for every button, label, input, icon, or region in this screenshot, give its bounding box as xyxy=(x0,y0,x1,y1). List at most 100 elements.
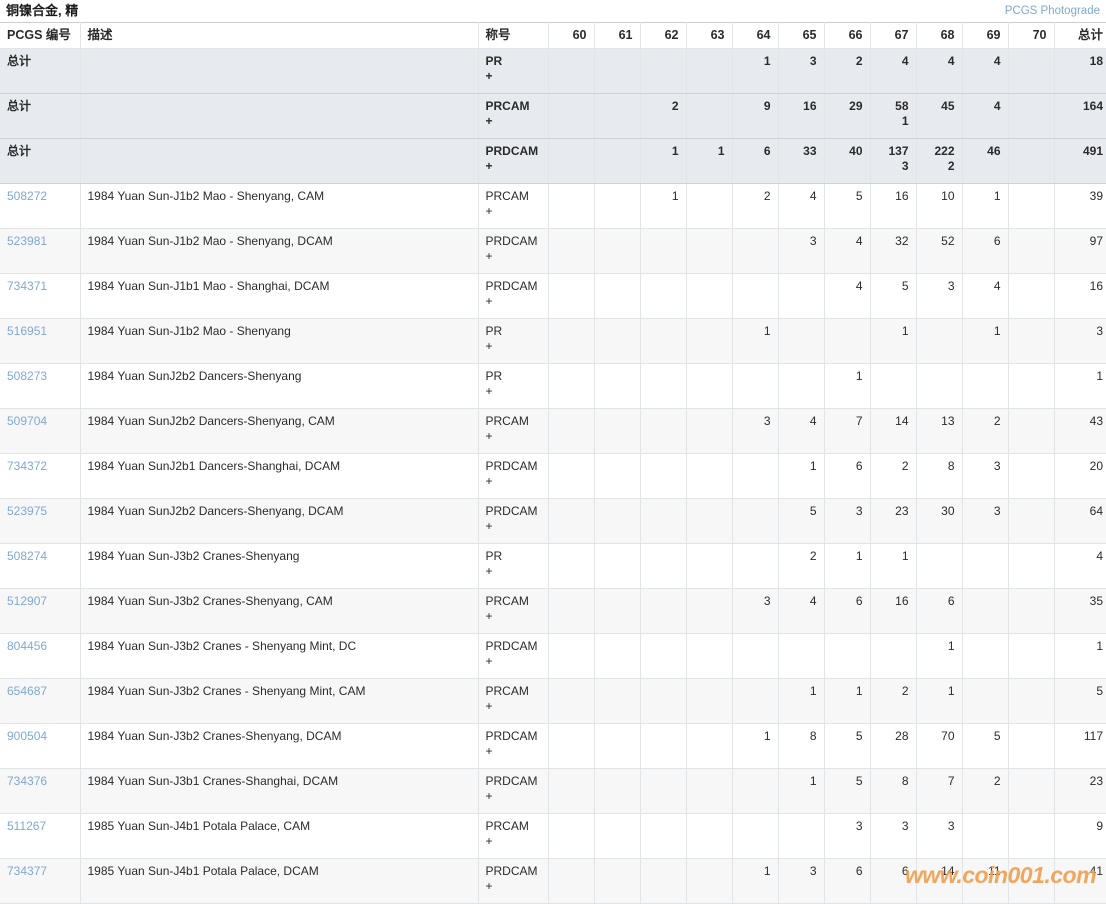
pcgs-number-link[interactable]: 508272 xyxy=(7,189,48,203)
grade-cell: 14 xyxy=(870,408,917,454)
table-row[interactable]: 511267 1985 Yuan Sun-J4b1 Potala Palace, … xyxy=(0,813,1106,859)
grade-cell xyxy=(1008,453,1055,499)
col-header-grade-66[interactable]: 66 xyxy=(824,22,871,49)
grade-cell xyxy=(686,183,733,229)
grade-plus-count: 1 xyxy=(901,114,909,128)
table-header: PCGS 编号 描述 称号 60 61 62 63 64 65 66 67 68… xyxy=(0,22,1106,49)
grade-cell xyxy=(686,408,733,454)
total-grade-cell xyxy=(548,138,595,184)
grade-cell: 1 xyxy=(778,768,825,814)
grade-cell xyxy=(594,363,641,409)
total-row-designation: PRDCAM + xyxy=(478,138,549,184)
total-grade-cell: 4 xyxy=(962,93,1009,139)
row-description: 1984 Yuan Sun-J1b1 Mao - Shanghai, DCAM xyxy=(80,273,479,319)
col-header-grade-60[interactable]: 60 xyxy=(548,22,595,49)
col-header-grade-63[interactable]: 63 xyxy=(686,22,733,49)
pcgs-number-link[interactable]: 734372 xyxy=(7,459,48,473)
row-total: 39 xyxy=(1054,183,1106,229)
row-description: 1985 Yuan Sun-J4b1 Potala Palace, DCAM xyxy=(80,858,479,904)
grade-count: 4 xyxy=(901,54,909,68)
pcgs-number-link[interactable]: 734377 xyxy=(7,864,48,878)
pcgs-number-link[interactable]: 900504 xyxy=(7,729,48,743)
grade-cell: 5 xyxy=(778,498,825,544)
row-description: 1984 Yuan SunJ2b2 Dancers-Shenyang xyxy=(80,363,479,409)
table-row[interactable]: 508274 1984 Yuan Sun-J3b2 Cranes-Shenyang… xyxy=(0,543,1106,589)
grade-cell xyxy=(640,678,687,724)
total-grade-cell: 1 xyxy=(640,138,687,184)
grade-cell: 6 xyxy=(962,228,1009,274)
designation-text: PR xyxy=(485,549,503,563)
total-grade-cell: 33 xyxy=(778,138,825,184)
pcgs-number-link[interactable]: 734376 xyxy=(7,774,48,788)
grade-cell xyxy=(548,588,595,634)
pcgs-number-link[interactable]: 523975 xyxy=(7,504,48,518)
pcgs-number-link[interactable]: 804456 xyxy=(7,639,48,653)
col-header-grade-68[interactable]: 68 xyxy=(916,22,963,49)
pcgs-number-link[interactable]: 508273 xyxy=(7,369,48,383)
col-header-description[interactable]: 描述 xyxy=(80,22,479,49)
pcgs-number-link[interactable]: 654687 xyxy=(7,684,48,698)
plus-symbol: + xyxy=(485,249,493,263)
row-total: 97 xyxy=(1054,228,1106,274)
plus-symbol: + xyxy=(485,699,493,713)
grade-cell xyxy=(824,318,871,364)
pcgs-number-link[interactable]: 509704 xyxy=(7,414,48,428)
grade-count: 45 xyxy=(941,99,955,113)
table-row[interactable]: 734377 1985 Yuan Sun-J4b1 Potala Palace, … xyxy=(0,858,1106,904)
designation-text: PRDCAM xyxy=(485,504,538,518)
grade-count: 1 xyxy=(763,54,771,68)
grade-cell: 3 xyxy=(732,588,779,634)
col-header-grade-67[interactable]: 67 xyxy=(870,22,917,49)
col-header-total[interactable]: 总计 xyxy=(1054,22,1106,49)
row-total: 43 xyxy=(1054,408,1106,454)
grade-cell xyxy=(594,228,641,274)
table-row[interactable]: 508272 1984 Yuan Sun-J1b2 Mao - Shenyang,… xyxy=(0,183,1106,229)
plus-symbol: + xyxy=(485,564,493,578)
pcgs-number-link[interactable]: 516951 xyxy=(7,324,48,338)
grade-cell xyxy=(594,498,641,544)
col-header-grade-62[interactable]: 62 xyxy=(640,22,687,49)
table-row[interactable]: 654687 1984 Yuan Sun-J3b2 Cranes - Shenya… xyxy=(0,678,1106,724)
table-row[interactable]: 516951 1984 Yuan Sun-J1b2 Mao - Shenyang P… xyxy=(0,318,1106,364)
table-row[interactable]: 508273 1984 Yuan SunJ2b2 Dancers-Shenyang… xyxy=(0,363,1106,409)
table-row[interactable]: 900504 1984 Yuan Sun-J3b2 Cranes-Shenyang… xyxy=(0,723,1106,769)
pcgs-number-link[interactable]: 734371 xyxy=(7,279,48,293)
grade-count: 4 xyxy=(947,54,955,68)
grade-cell xyxy=(778,363,825,409)
col-header-grade-69[interactable]: 69 xyxy=(962,22,1009,49)
col-header-pcgs-number[interactable]: PCGS 编号 xyxy=(0,22,81,49)
table-row[interactable]: 509704 1984 Yuan SunJ2b2 Dancers-Shenyang… xyxy=(0,408,1106,454)
pcgs-number-link[interactable]: 508274 xyxy=(7,549,48,563)
grade-cell xyxy=(962,543,1009,589)
grade-cell xyxy=(640,588,687,634)
grade-cell xyxy=(686,813,733,859)
grade-cell: 3 xyxy=(824,813,871,859)
col-header-grade-61[interactable]: 61 xyxy=(594,22,641,49)
col-header-grade-64[interactable]: 64 xyxy=(732,22,779,49)
table-row[interactable]: 804456 1984 Yuan Sun-J3b2 Cranes - Shenya… xyxy=(0,633,1106,679)
total-grade-cell: 2 xyxy=(640,93,687,139)
row-designation: PRDCAM + xyxy=(478,273,549,319)
table-row[interactable]: 734372 1984 Yuan SunJ2b1 Dancers-Shanghai… xyxy=(0,453,1106,499)
col-header-designation[interactable]: 称号 xyxy=(478,22,549,49)
grade-cell: 3 xyxy=(778,858,825,904)
total-grade-cell xyxy=(1008,93,1055,139)
table-row[interactable]: 734371 1984 Yuan Sun-J1b1 Mao - Shanghai,… xyxy=(0,273,1106,319)
grade-cell xyxy=(640,273,687,319)
pcgs-number-link[interactable]: 512907 xyxy=(7,594,48,608)
pcgs-number-link[interactable]: 511267 xyxy=(7,819,47,833)
grade-cell: 3 xyxy=(824,498,871,544)
table-row[interactable]: 512907 1984 Yuan Sun-J3b2 Cranes-Shenyang… xyxy=(0,588,1106,634)
table-row[interactable]: 734376 1984 Yuan Sun-J3b1 Cranes-Shanghai… xyxy=(0,768,1106,814)
grade-cell: 1 xyxy=(778,678,825,724)
grade-cell: 3 xyxy=(778,228,825,274)
table-row[interactable]: 523975 1984 Yuan SunJ2b2 Dancers-Shenyang… xyxy=(0,498,1106,544)
table-row[interactable]: 523981 1984 Yuan Sun-J1b2 Mao - Shenyang,… xyxy=(0,228,1106,274)
pcgs-photograde-link[interactable]: PCGS Photograde xyxy=(1004,5,1100,17)
col-header-grade-65[interactable]: 65 xyxy=(778,22,825,49)
pcgs-number-link[interactable]: 523981 xyxy=(7,234,48,248)
col-header-grade-70[interactable]: 70 xyxy=(1008,22,1055,49)
row-description: 1985 Yuan Sun-J4b1 Potala Palace, CAM xyxy=(80,813,479,859)
row-total: 64 xyxy=(1054,498,1106,544)
grade-cell xyxy=(1008,408,1055,454)
